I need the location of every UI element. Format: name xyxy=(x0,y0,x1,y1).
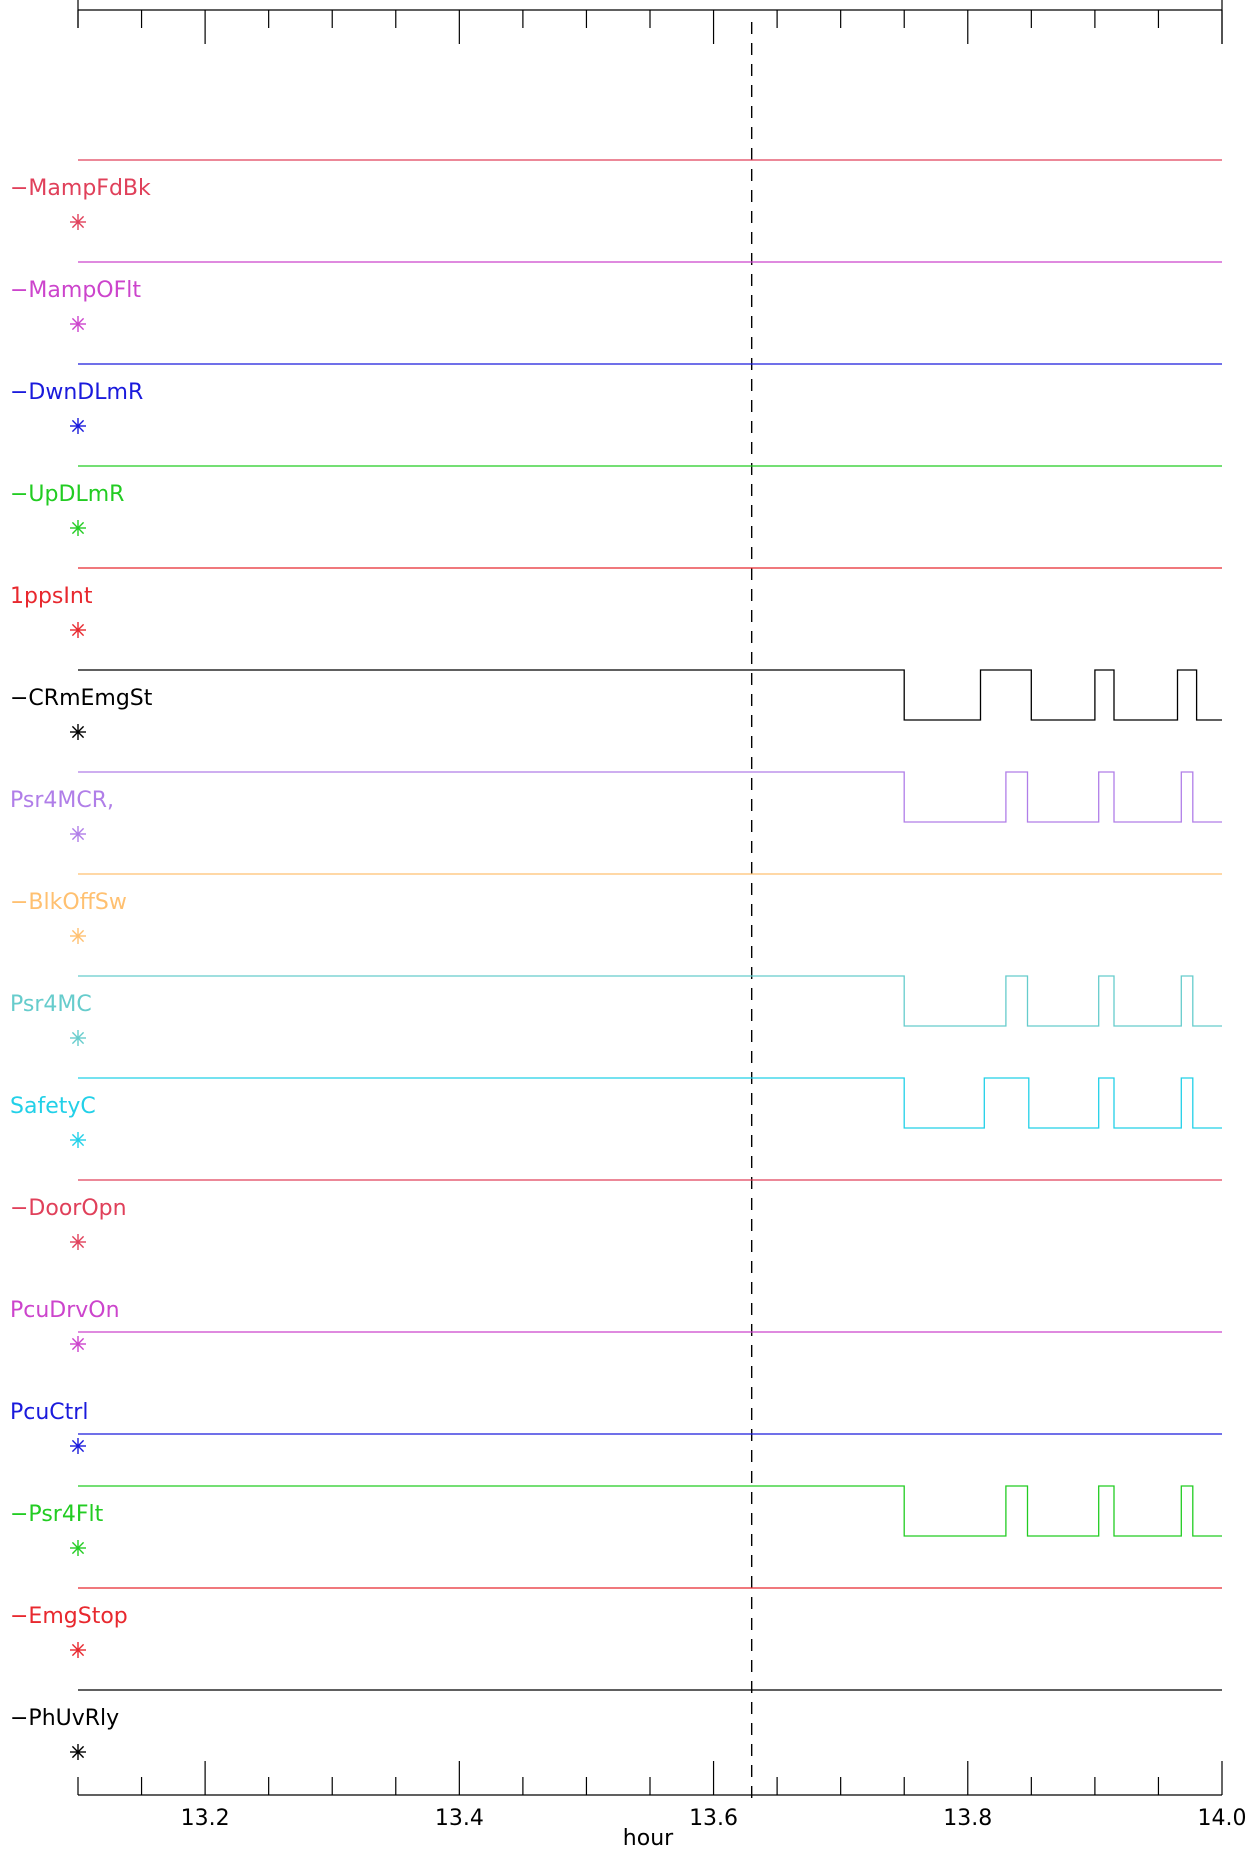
start-marker xyxy=(70,1030,86,1046)
start-marker xyxy=(70,1336,86,1352)
marker-stroke xyxy=(71,1235,85,1249)
marker-stroke xyxy=(71,419,85,433)
start-marker xyxy=(70,1132,86,1148)
signal-label: −DoorOpn xyxy=(10,1196,127,1221)
marker-stroke xyxy=(71,1337,85,1351)
signal-trace xyxy=(78,1485,1222,1537)
x-tick-label: 13.2 xyxy=(181,1806,230,1831)
start-marker xyxy=(70,1642,86,1658)
signal-label: PcuDrvOn xyxy=(10,1298,120,1323)
x-tick-label: 13.6 xyxy=(689,1806,738,1831)
marker-stroke xyxy=(71,725,85,739)
start-marker xyxy=(70,622,86,638)
bottom-axis: 13.2 13.4 13.6 13.8 14.0 xyxy=(77,1761,1247,1831)
start-marker xyxy=(70,520,86,536)
marker-stroke xyxy=(71,1643,85,1657)
signal-label: −CRmEmgSt xyxy=(10,686,153,711)
signal-label: −DwnDLmR xyxy=(10,380,143,405)
start-marker xyxy=(70,724,86,740)
marker-stroke xyxy=(71,521,85,535)
signal-label: −EmgStop xyxy=(10,1604,128,1629)
marker-stroke xyxy=(71,317,85,331)
signal-traces: −MampFdBk −MampOFlt −DwnDLmR −UpDLmR 1ppsInt… xyxy=(10,22,1222,1805)
signal-label: Psr4MCR, xyxy=(10,788,114,813)
marker-stroke xyxy=(71,215,85,229)
signal-label: 1ppsInt xyxy=(10,584,93,609)
x-axis-label: hour xyxy=(623,1826,674,1850)
signal-label: SafetyC xyxy=(10,1094,96,1119)
signal-label: Psr4MC xyxy=(10,992,92,1017)
start-marker xyxy=(70,316,86,332)
top-axis xyxy=(77,0,1223,44)
start-marker xyxy=(70,1744,86,1760)
marker-stroke xyxy=(71,1439,85,1453)
signal-label: −MampFdBk xyxy=(10,176,151,201)
signal-label: −PhUvRly xyxy=(10,1706,119,1731)
marker-stroke xyxy=(71,929,85,943)
start-marker xyxy=(70,418,86,434)
x-tick-label: 14.0 xyxy=(1198,1806,1247,1831)
marker-stroke xyxy=(71,1745,85,1759)
signal-label: PcuCtrl xyxy=(10,1400,88,1425)
marker-stroke xyxy=(71,827,85,841)
start-marker xyxy=(70,928,86,944)
signal-label: −Psr4Flt xyxy=(10,1502,104,1527)
x-tick-label: 13.4 xyxy=(435,1806,484,1831)
marker-stroke xyxy=(71,1031,85,1045)
start-marker xyxy=(70,1540,86,1556)
signal-label: −MampOFlt xyxy=(10,278,141,303)
start-marker xyxy=(70,214,86,230)
x-tick-label: 13.8 xyxy=(943,1806,992,1831)
signal-trace xyxy=(78,771,1222,823)
start-marker xyxy=(70,1438,86,1454)
start-marker xyxy=(70,1234,86,1250)
start-marker xyxy=(70,826,86,842)
signal-label: −UpDLmR xyxy=(10,482,124,507)
signal-label: −BlkOffSw xyxy=(10,890,127,915)
marker-stroke xyxy=(71,1541,85,1555)
signal-trace xyxy=(78,1077,1222,1129)
marker-stroke xyxy=(71,1133,85,1147)
marker-stroke xyxy=(71,623,85,637)
signal-trace xyxy=(78,669,1222,721)
signal-trace xyxy=(78,975,1222,1027)
